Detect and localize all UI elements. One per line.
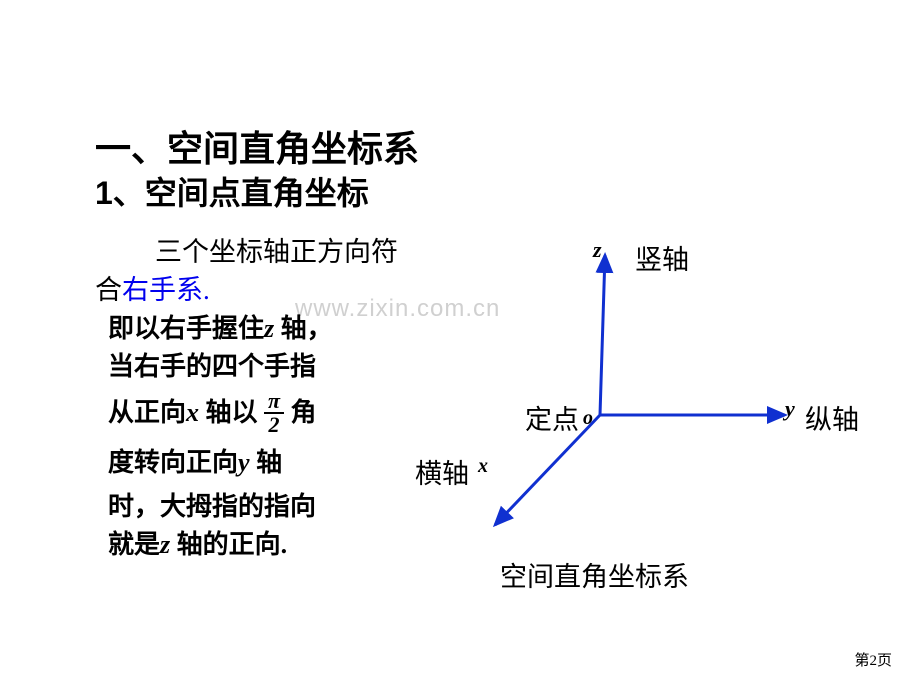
desc-6b-z: z	[160, 530, 170, 559]
desc-4c: 轴	[250, 448, 283, 477]
label-horizontal-axis: 横轴	[415, 452, 469, 491]
z-axis	[600, 255, 605, 415]
page-number: 第2页	[854, 649, 892, 670]
label-vertical-axis: 竖轴	[635, 238, 689, 277]
desc-3c: 轴以	[199, 398, 258, 427]
desc-3d: 角	[291, 398, 317, 427]
diagram-caption: 空间直角坐标系	[500, 555, 689, 594]
desc-line-1: 即以右手握住z 轴，	[108, 308, 333, 345]
desc-4a: 度转向正向	[108, 448, 238, 477]
desc-line-6: 就是z 轴的正向.	[108, 524, 287, 561]
desc-3b-x: x	[186, 398, 199, 427]
intro-line-2: 合右手系.	[95, 268, 210, 307]
desc-line-3: 从正向x 轴以 π 2 角	[108, 392, 317, 438]
axis-label-z: z	[593, 237, 602, 263]
desc-1b-z: z	[264, 314, 274, 343]
intro-2a: 合	[95, 275, 122, 305]
axis-label-y: y	[785, 396, 795, 422]
desc-line-4: 度转向正向y 轴	[108, 442, 282, 479]
title-2: 1、空间点直角坐标	[95, 168, 369, 214]
title-1: 一、空间直角坐标系	[95, 120, 419, 172]
desc-6c: 轴的正向.	[170, 530, 287, 559]
axis-label-o: o	[583, 407, 593, 430]
label-longitudinal-axis: 纵轴	[805, 398, 859, 437]
desc-1c: 轴，	[274, 314, 333, 343]
desc-3a: 从正向	[108, 398, 186, 427]
intro-line-1: 三个坐标轴正方向符	[155, 230, 398, 269]
fraction-pi-2: π 2	[264, 390, 284, 436]
frac-den: 2	[264, 414, 284, 436]
coordinate-axes	[440, 230, 840, 570]
desc-line-5: 时，大拇指的指向	[108, 486, 316, 523]
desc-1a: 即以右手握住	[108, 314, 264, 343]
axis-label-x: x	[478, 455, 488, 478]
desc-4b-y: y	[238, 448, 250, 477]
desc-6a: 就是	[108, 530, 160, 559]
frac-num: π	[264, 390, 284, 414]
label-origin: 定点	[525, 398, 579, 437]
intro-2b-highlight: 右手系.	[122, 275, 210, 305]
desc-line-2: 当右手的四个手指	[108, 346, 316, 383]
